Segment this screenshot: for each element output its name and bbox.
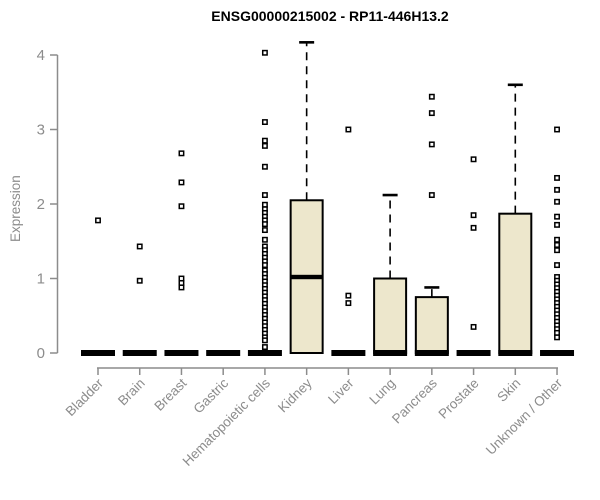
- collapsed-box: [331, 350, 366, 356]
- outlier-point: [428, 93, 435, 100]
- median-line: [373, 350, 408, 356]
- outlier-point: [554, 334, 560, 341]
- outlier-point: [554, 174, 560, 181]
- box: [373, 277, 408, 354]
- outlier-point: [554, 213, 560, 220]
- chart-title: ENSG00000215002 - RP11-446H13.2: [211, 8, 449, 24]
- box-group-6: [331, 126, 366, 356]
- outlier-point: [136, 243, 143, 250]
- box-group-10: [498, 83, 533, 356]
- outlier-point: [261, 221, 268, 228]
- outlier-point: [261, 163, 268, 170]
- box-group-3: [206, 350, 241, 356]
- box-group-2: [164, 150, 199, 356]
- y-tick-label: 0: [37, 345, 45, 362]
- outlier-point: [178, 203, 185, 210]
- outlier-point: [554, 247, 560, 254]
- box-group-5: [289, 41, 324, 354]
- collapsed-box: [247, 350, 282, 356]
- outlier-point: [554, 186, 560, 193]
- y-tick-label: 2: [37, 196, 45, 213]
- outlier-point: [345, 292, 352, 299]
- category-label: Prostate: [436, 376, 482, 422]
- outlier-point: [554, 221, 560, 228]
- outlier-point: [261, 227, 268, 234]
- y-tick-label: 1: [37, 271, 45, 288]
- outlier-point: [428, 110, 435, 117]
- median-line: [498, 350, 533, 356]
- category-label: Skin: [494, 376, 523, 405]
- category-label: Bladder: [63, 375, 107, 419]
- box: [414, 296, 449, 354]
- outlier-point: [428, 192, 435, 199]
- box-group-8: [414, 93, 449, 356]
- box-group-0: [81, 217, 115, 356]
- outlier-point: [554, 126, 560, 133]
- outlier-point: [470, 224, 477, 231]
- collapsed-box: [81, 350, 115, 356]
- outlier-point: [470, 212, 477, 219]
- median-line: [290, 274, 323, 280]
- outlier-point: [345, 126, 352, 133]
- outlier-point: [554, 242, 560, 248]
- outlier-point: [261, 337, 268, 344]
- box-group-1: [122, 243, 157, 356]
- outlier-point: [178, 179, 185, 186]
- box-group-4: [247, 49, 282, 356]
- outlier-point: [261, 142, 268, 149]
- category-label: Lung: [366, 376, 398, 408]
- outlier-point: [136, 277, 143, 284]
- outlier-point: [428, 141, 435, 148]
- y-tick-label: 3: [37, 122, 45, 139]
- category-label: Breast: [151, 375, 189, 413]
- outlier-point: [554, 198, 560, 205]
- box-group-11: [540, 126, 575, 356]
- outlier-point: [261, 262, 268, 269]
- outlier-point: [261, 49, 268, 56]
- outlier-point: [261, 119, 268, 125]
- outlier-point: [470, 156, 477, 163]
- category-label: Unknown / Other: [483, 375, 566, 458]
- outlier-point: [178, 150, 185, 157]
- outlier-point: [178, 284, 185, 291]
- outlier-point: [261, 236, 268, 243]
- category-label: Brain: [115, 376, 148, 409]
- collapsed-box: [540, 350, 575, 356]
- collapsed-box: [206, 350, 241, 356]
- median-line: [414, 350, 449, 356]
- outlier-point: [345, 300, 352, 307]
- outlier-point: [470, 323, 477, 330]
- category-label: Gastric: [190, 375, 231, 416]
- outlier-point: [261, 344, 268, 350]
- box: [498, 212, 533, 354]
- outlier-point: [554, 236, 560, 243]
- outlier-point: [95, 217, 101, 224]
- outlier-point: [261, 192, 268, 199]
- outlier-point: [261, 137, 268, 144]
- y-tick-label: 4: [37, 47, 45, 64]
- collapsed-box: [456, 350, 491, 356]
- category-label: Liver: [325, 375, 357, 407]
- collapsed-box: [122, 350, 157, 356]
- category-label: Pancreas: [389, 375, 440, 426]
- box-group-9: [456, 156, 491, 356]
- category-label: Kidney: [275, 375, 315, 415]
- box-group-7: [373, 193, 408, 356]
- outlier-point: [554, 262, 560, 269]
- collapsed-box: [164, 350, 199, 356]
